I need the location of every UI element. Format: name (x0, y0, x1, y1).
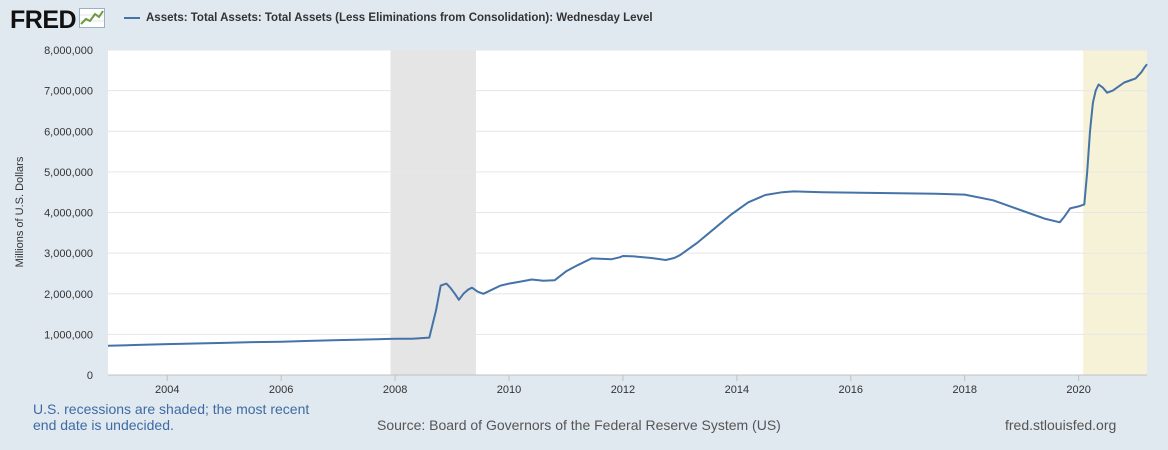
legend-swatch (124, 17, 140, 19)
y-tick-label: 6,000,000 (44, 126, 93, 138)
y-tick-label: 3,000,000 (44, 248, 93, 260)
line-graph-icon (79, 7, 106, 33)
x-tick-label: 2018 (952, 384, 976, 396)
x-tick-label: 2004 (155, 384, 179, 396)
x-tick-label: 2020 (1066, 384, 1090, 396)
x-tick-label: 2008 (383, 384, 407, 396)
logo-text: FRED (10, 5, 77, 34)
chart-legend: Assets: Total Assets: Total Assets (Less… (124, 12, 653, 24)
y-tick-label: 8,000,000 (44, 45, 93, 57)
y-tick-label: 0 (87, 370, 93, 382)
y-tick-label: 4,000,000 (44, 208, 93, 220)
x-tick-label: 2016 (839, 384, 863, 396)
fred-logo[interactable]: FRED (10, 5, 106, 34)
x-tick-label: 2006 (269, 384, 293, 396)
x-tick-label: 2012 (611, 384, 635, 396)
y-tick-label: 5,000,000 (44, 167, 93, 179)
source-text: Source: Board of Governors of the Federa… (377, 417, 781, 433)
x-tick-label: 2010 (497, 384, 521, 396)
y-tick-label: 2,000,000 (44, 289, 93, 301)
site-url-link[interactable]: fred.stlouisfed.org (1005, 417, 1117, 433)
y-tick-label: 1,000,000 (44, 329, 93, 341)
recession-note: U.S. recessions are shaded; the most rec… (33, 401, 310, 433)
series-line (107, 63, 1148, 347)
y-axis-label: Millions of U.S. Dollars (14, 156, 26, 267)
y-tick-label: 7,000,000 (44, 86, 93, 98)
legend-series-name: Assets: Total Assets: Total Assets (Less… (146, 12, 653, 24)
x-tick-label: 2014 (725, 384, 749, 396)
